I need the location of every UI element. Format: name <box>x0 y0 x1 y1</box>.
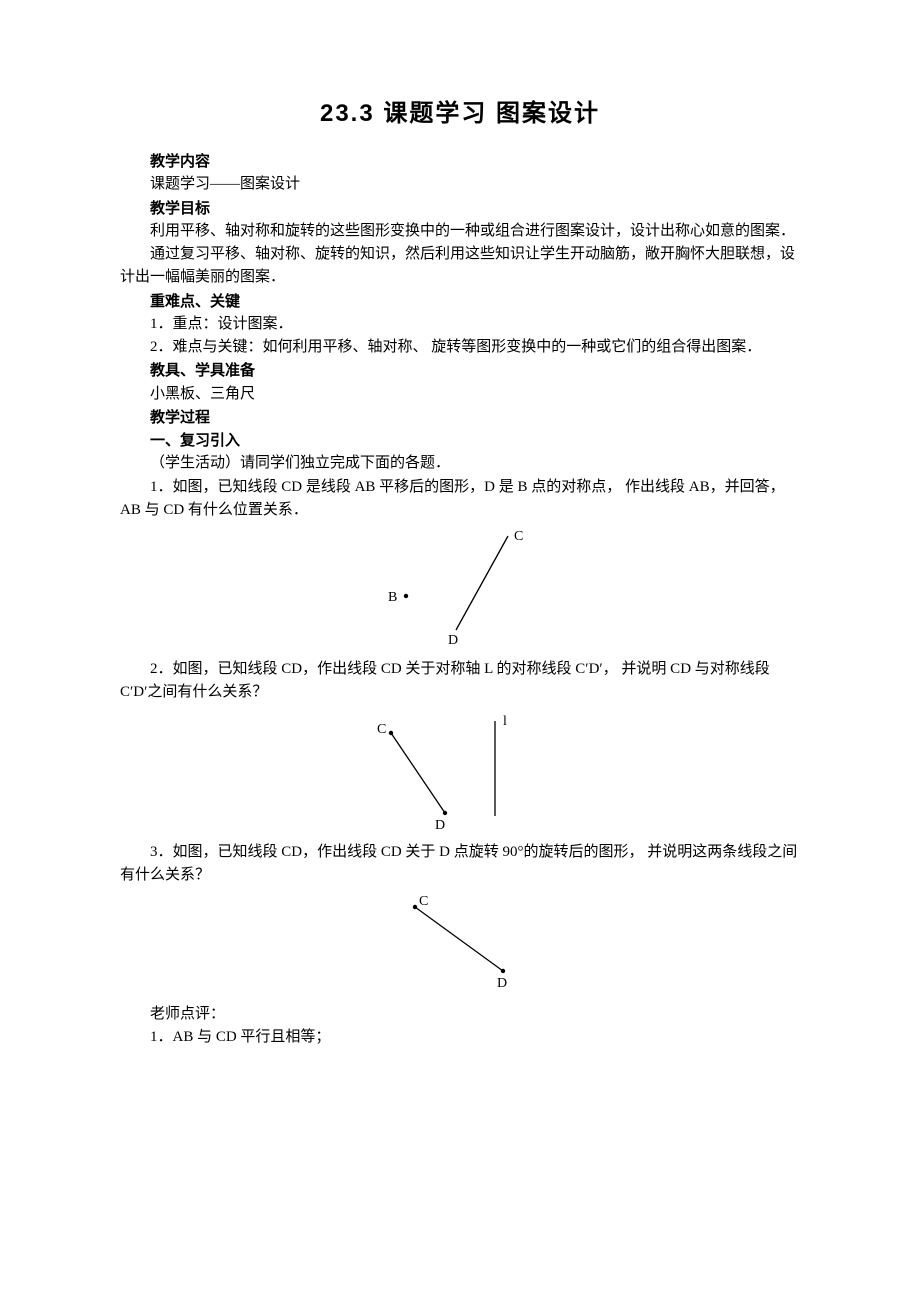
figure-3-svg: C D <box>375 893 545 993</box>
figure-2-point-d <box>443 810 447 814</box>
heading-goals: 教学目标 <box>120 197 800 220</box>
teacher-eval: 老师点评： <box>120 1003 800 1026</box>
text-key-1: 1．重点：设计图案． <box>120 313 800 336</box>
figure-3-line-cd <box>415 907 503 971</box>
heading-tools: 教具、学具准备 <box>120 359 800 382</box>
text-goal-1: 利用平移、轴对称和旋转的这些图形变换中的一种或组合进行图案设计，设计出称心如意的… <box>120 220 800 243</box>
figure-2-svg: C D l <box>355 711 565 831</box>
question-2: 2．如图，已知线段 CD，作出线段 CD 关于对称轴 L 的对称线段 C′D′，… <box>120 658 800 705</box>
figure-1-label-d: D <box>448 633 458 648</box>
question-1: 1．如图，已知线段 CD 是线段 AB 平移后的图形，D 是 B 点的对称点， … <box>120 476 800 523</box>
figure-3: C D <box>120 893 800 993</box>
figure-3-point-c <box>413 905 417 909</box>
figure-3-point-d <box>501 969 505 973</box>
figure-1-line-cd <box>456 536 508 630</box>
figure-1-label-c: C <box>514 529 523 544</box>
text-content: 课题学习——图案设计 <box>120 173 800 196</box>
figure-2-point-c <box>389 730 393 734</box>
figure-2-label-l: l <box>503 714 507 729</box>
answer-1: 1．AB 与 CD 平行且相等； <box>120 1026 800 1049</box>
figure-2-label-c: C <box>377 722 386 737</box>
figure-3-label-d: D <box>497 976 507 991</box>
figure-2-label-d: D <box>435 818 445 831</box>
subheading-review: 一、复习引入 <box>120 429 800 452</box>
figure-1-svg: B D C <box>370 528 550 648</box>
heading-keypoints: 重难点、关键 <box>120 290 800 313</box>
page: 23.3 课题学习 图案设计 教学内容 课题学习——图案设计 教学目标 利用平移… <box>0 0 920 1302</box>
page-title: 23.3 课题学习 图案设计 <box>120 95 800 132</box>
text-activity: （学生活动）请同学们独立完成下面的各题． <box>120 452 800 475</box>
figure-1-label-b: B <box>388 590 397 605</box>
figure-1-point-b <box>404 594 408 598</box>
figure-2-line-cd <box>391 733 445 813</box>
text-goal-2: 通过复习平移、轴对称、旋转的知识，然后利用这些知识让学生开动脑筋，敞开胸怀大胆联… <box>120 243 800 290</box>
figure-1: B D C <box>120 528 800 648</box>
text-key-2: 2．难点与关键：如何利用平移、轴对称、 旋转等图形变换中的一种或它们的组合得出图… <box>120 336 800 359</box>
figure-3-label-c: C <box>419 894 428 909</box>
heading-content: 教学内容 <box>120 150 800 173</box>
figure-2: C D l <box>120 711 800 831</box>
text-tools: 小黑板、三角尺 <box>120 383 800 406</box>
heading-process: 教学过程 <box>120 406 800 429</box>
question-3: 3．如图，已知线段 CD，作出线段 CD 关于 D 点旋转 90°的旋转后的图形… <box>120 841 800 888</box>
